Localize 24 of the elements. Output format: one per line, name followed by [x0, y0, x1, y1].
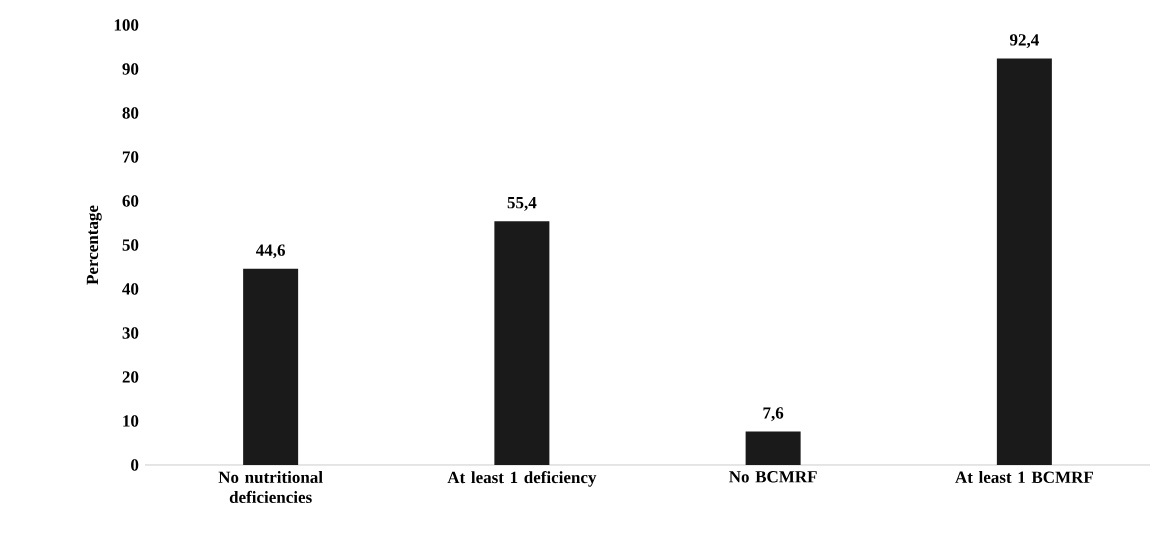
bar: [996, 58, 1052, 465]
bar: [745, 431, 801, 465]
y-tick-label: 40: [122, 283, 139, 295]
data-label: 92,4: [1009, 34, 1039, 49]
y-tick-label: 60: [122, 195, 139, 207]
x-tick-label: No nutritional deficiencies: [218, 471, 323, 503]
y-tick-label: 50: [122, 239, 139, 251]
y-tick-label: 80: [122, 107, 139, 119]
data-label: 44,6: [255, 244, 285, 259]
y-tick-label: 90: [122, 63, 139, 75]
y-tick-label: 10: [123, 415, 139, 427]
x-tick-label: At least 1 BCMRF: [955, 471, 1093, 483]
y-tick-label: 70: [122, 151, 139, 163]
y-tick-label: 20: [122, 371, 139, 383]
x-tick-label: No BCMRF: [729, 471, 817, 483]
y-axis-title: Percentage: [86, 205, 102, 285]
x-tick-label: At least 1 deficiency: [447, 471, 597, 487]
bar: [494, 221, 550, 465]
data-label: 7,6: [763, 407, 784, 422]
data-label: 55,4: [507, 197, 537, 211]
y-tick-label: 30: [122, 327, 139, 339]
bar: [243, 268, 299, 465]
y-tick-label: 100: [114, 19, 139, 31]
y-tick-label: 0: [131, 459, 139, 471]
